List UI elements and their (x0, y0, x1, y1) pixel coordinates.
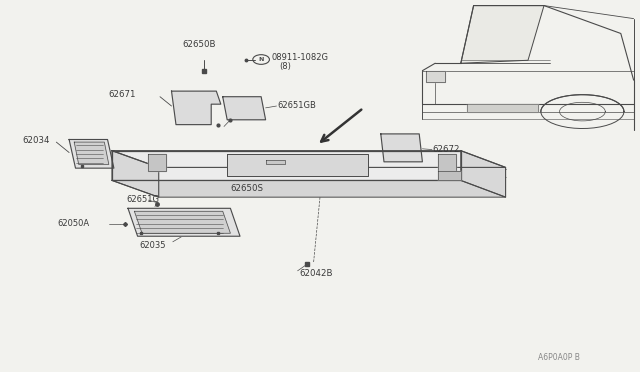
Polygon shape (461, 6, 544, 63)
Polygon shape (381, 134, 422, 162)
Polygon shape (438, 154, 456, 171)
Polygon shape (438, 171, 461, 180)
Polygon shape (128, 208, 240, 236)
Text: 62672: 62672 (433, 145, 460, 154)
Polygon shape (266, 160, 285, 164)
Text: A6P0A0P B: A6P0A0P B (538, 353, 579, 362)
Text: 62650B: 62650B (182, 40, 216, 49)
Polygon shape (223, 97, 266, 120)
Text: 62651G: 62651G (127, 195, 160, 203)
Polygon shape (134, 211, 230, 233)
Polygon shape (112, 151, 461, 180)
Polygon shape (112, 151, 506, 167)
Polygon shape (461, 151, 506, 197)
Text: N: N (259, 57, 264, 62)
Text: 62042B: 62042B (299, 269, 332, 278)
Text: 62651GB: 62651GB (277, 101, 316, 110)
Text: 62050A: 62050A (58, 219, 90, 228)
Text: 62650S: 62650S (230, 185, 264, 193)
Text: (8): (8) (280, 62, 292, 71)
Polygon shape (112, 180, 506, 197)
Polygon shape (74, 142, 109, 164)
Polygon shape (69, 140, 114, 168)
Polygon shape (467, 104, 538, 112)
Polygon shape (148, 154, 166, 171)
Polygon shape (227, 154, 368, 176)
Polygon shape (172, 91, 221, 125)
Polygon shape (112, 151, 159, 197)
Text: 62035: 62035 (140, 241, 166, 250)
Text: 62671: 62671 (109, 90, 136, 99)
Text: 62034: 62034 (22, 136, 50, 145)
Text: 08911-1082G: 08911-1082G (272, 53, 329, 62)
Polygon shape (426, 71, 445, 82)
